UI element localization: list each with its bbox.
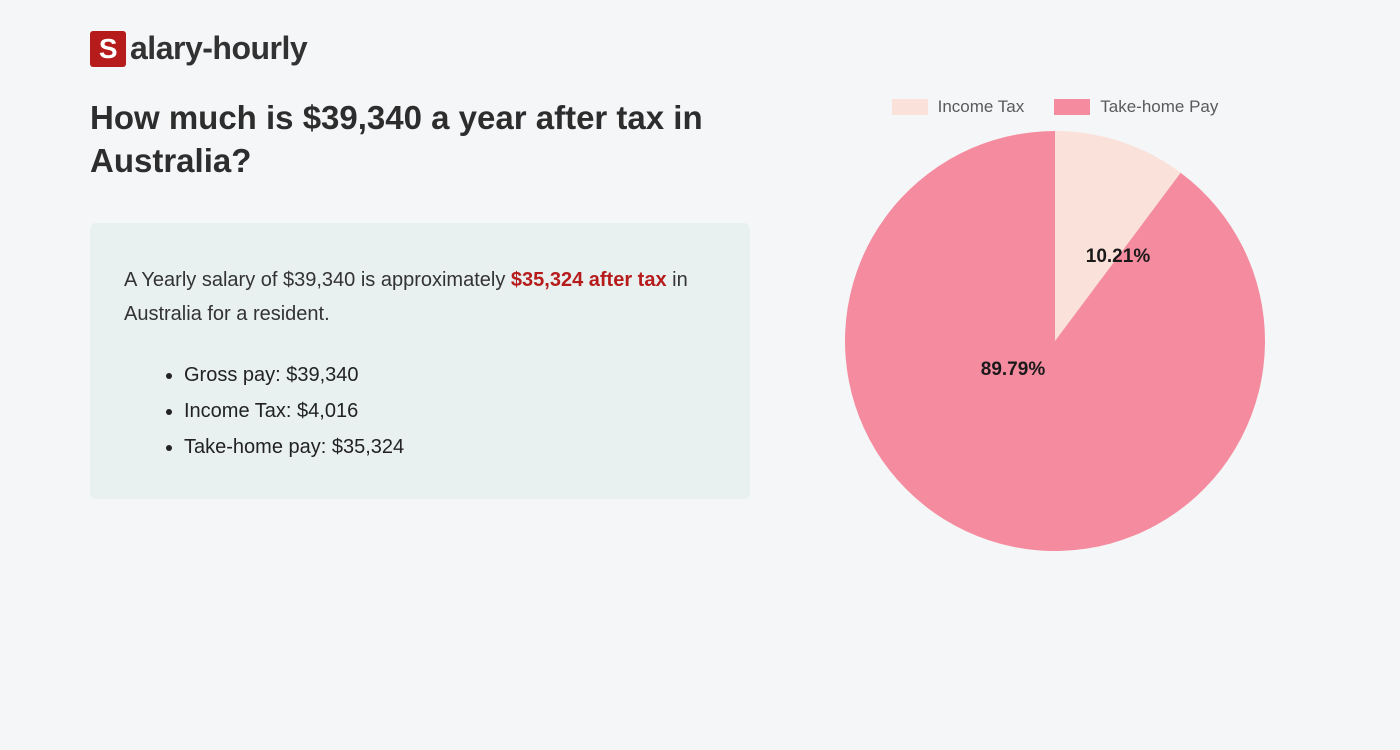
summary-highlight: $35,324 after tax <box>511 269 667 291</box>
slice-pct-label: 89.79% <box>981 359 1045 381</box>
legend-item-take-home: Take-home Pay <box>1054 97 1218 117</box>
left-column: How much is $39,340 a year after tax in … <box>90 97 750 551</box>
right-column: Income Tax Take-home Pay 10.21% 89.79% <box>800 97 1310 551</box>
page-title: How much is $39,340 a year after tax in … <box>90 97 750 183</box>
main-content: How much is $39,340 a year after tax in … <box>90 97 1310 551</box>
legend-swatch <box>892 99 928 115</box>
list-item: Income Tax: $4,016 <box>184 393 716 429</box>
list-item: Gross pay: $39,340 <box>184 357 716 393</box>
legend-label: Income Tax <box>938 97 1025 117</box>
legend-label: Take-home Pay <box>1100 97 1218 117</box>
legend-item-income-tax: Income Tax <box>892 97 1025 117</box>
pie-chart: 10.21% 89.79% <box>845 131 1265 551</box>
summary-text: A Yearly salary of $39,340 is approximat… <box>124 263 716 331</box>
logo-text: alary-hourly <box>130 30 307 67</box>
list-item: Take-home pay: $35,324 <box>184 429 716 465</box>
site-logo: Salary-hourly <box>90 30 1310 67</box>
pie-slice <box>845 131 1265 551</box>
chart-legend: Income Tax Take-home Pay <box>800 97 1310 117</box>
legend-swatch <box>1054 99 1090 115</box>
logo-s-tile: S <box>90 31 126 67</box>
summary-prefix: A Yearly salary of $39,340 is approximat… <box>124 269 511 291</box>
details-list: Gross pay: $39,340 Income Tax: $4,016 Ta… <box>124 357 716 465</box>
slice-pct-label: 10.21% <box>1086 246 1150 268</box>
pie-svg <box>845 131 1265 551</box>
info-box: A Yearly salary of $39,340 is approximat… <box>90 223 750 499</box>
